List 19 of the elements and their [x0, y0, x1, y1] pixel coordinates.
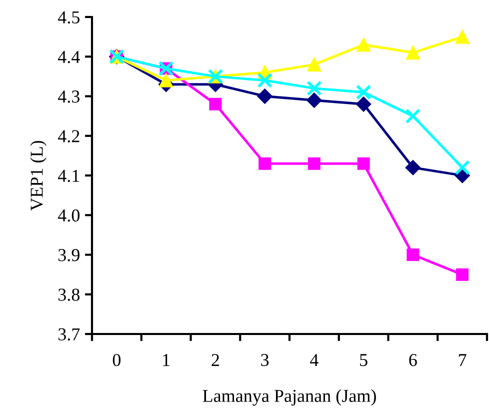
y-tick-label: 4.4 — [58, 51, 80, 64]
y-tick-label: 3.7 — [58, 328, 80, 341]
x-tick-label: 7 — [458, 354, 466, 366]
x-tick-label: 3 — [261, 354, 269, 366]
y-axis-title: VEP1 (L) — [30, 140, 47, 211]
y-tick-label: 4.2 — [58, 130, 80, 142]
x-tick-label: 5 — [360, 354, 368, 366]
y-tick-label: 3.9 — [58, 249, 80, 262]
x-tick-label: 2 — [212, 354, 219, 366]
y-tick-label: 4.3 — [58, 90, 80, 103]
x-tick-label: 1 — [163, 354, 170, 366]
x-tick-label: 0 — [112, 354, 121, 366]
x-tick-label: 6 — [409, 354, 417, 366]
y-tick-label: 4.5 — [58, 11, 80, 24]
y-tick-label: 3.8 — [58, 288, 80, 301]
y-tick-label: 4.0 — [58, 209, 80, 222]
x-axis-title: Lamanya Pajanan (Jam) — [202, 389, 376, 406]
x-tick-label: 4 — [310, 354, 318, 366]
y-tick-label: 4.1 — [58, 170, 80, 182]
